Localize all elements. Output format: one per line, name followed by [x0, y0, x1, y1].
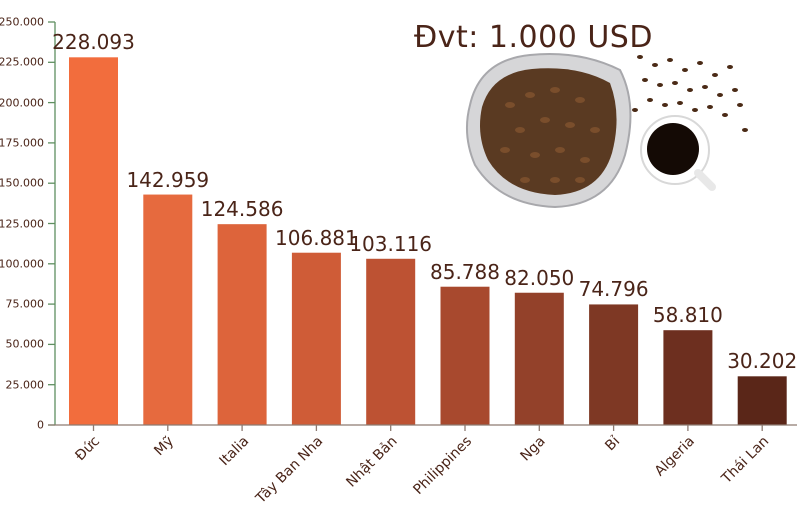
value-label: 58.810	[652, 303, 723, 328]
bar-2	[217, 224, 267, 425]
bar-3	[291, 252, 341, 425]
y-tick-label: 175.000	[0, 136, 44, 150]
coffee-cup-icon	[640, 115, 716, 191]
bar-8	[663, 330, 713, 425]
value-label: 228.093	[52, 30, 135, 55]
y-tick-label: 150.000	[0, 176, 44, 190]
bar-6	[514, 292, 564, 425]
y-tick-label: 250.000	[0, 15, 44, 29]
bar-4	[366, 258, 416, 425]
y-tick-label: 125.000	[0, 217, 44, 230]
value-label: 124.586	[200, 197, 284, 222]
y-tick-label: 0	[37, 418, 44, 432]
bar-1	[143, 194, 193, 425]
bar-5	[440, 286, 490, 425]
value-label: 106.881	[275, 225, 358, 250]
value-label: 30.202	[727, 349, 798, 374]
bar-0	[69, 57, 118, 425]
coffee-beans-icon	[632, 55, 748, 132]
value-label: 82.050	[504, 265, 575, 290]
y-tick-label: 25.000	[5, 378, 45, 392]
value-label: 74.796	[578, 277, 649, 302]
value-label: 142.959	[126, 167, 210, 192]
bar-9	[737, 376, 787, 425]
y-tick-label: 100.000	[0, 257, 44, 271]
coffee-bag-icon	[465, 53, 632, 209]
y-tick-label: 200.000	[0, 96, 44, 110]
y-tick-label: 75.000	[5, 297, 45, 311]
value-label: 85.788	[430, 259, 500, 284]
y-tick-label: 50.000	[5, 337, 45, 351]
coffee-illustration	[465, 53, 748, 209]
y-tick-label: 225.000	[0, 55, 44, 69]
value-label: 103.116	[349, 231, 433, 256]
bar-7	[589, 304, 639, 425]
unit-note: Đvt: 1.000 USD	[414, 20, 653, 55]
